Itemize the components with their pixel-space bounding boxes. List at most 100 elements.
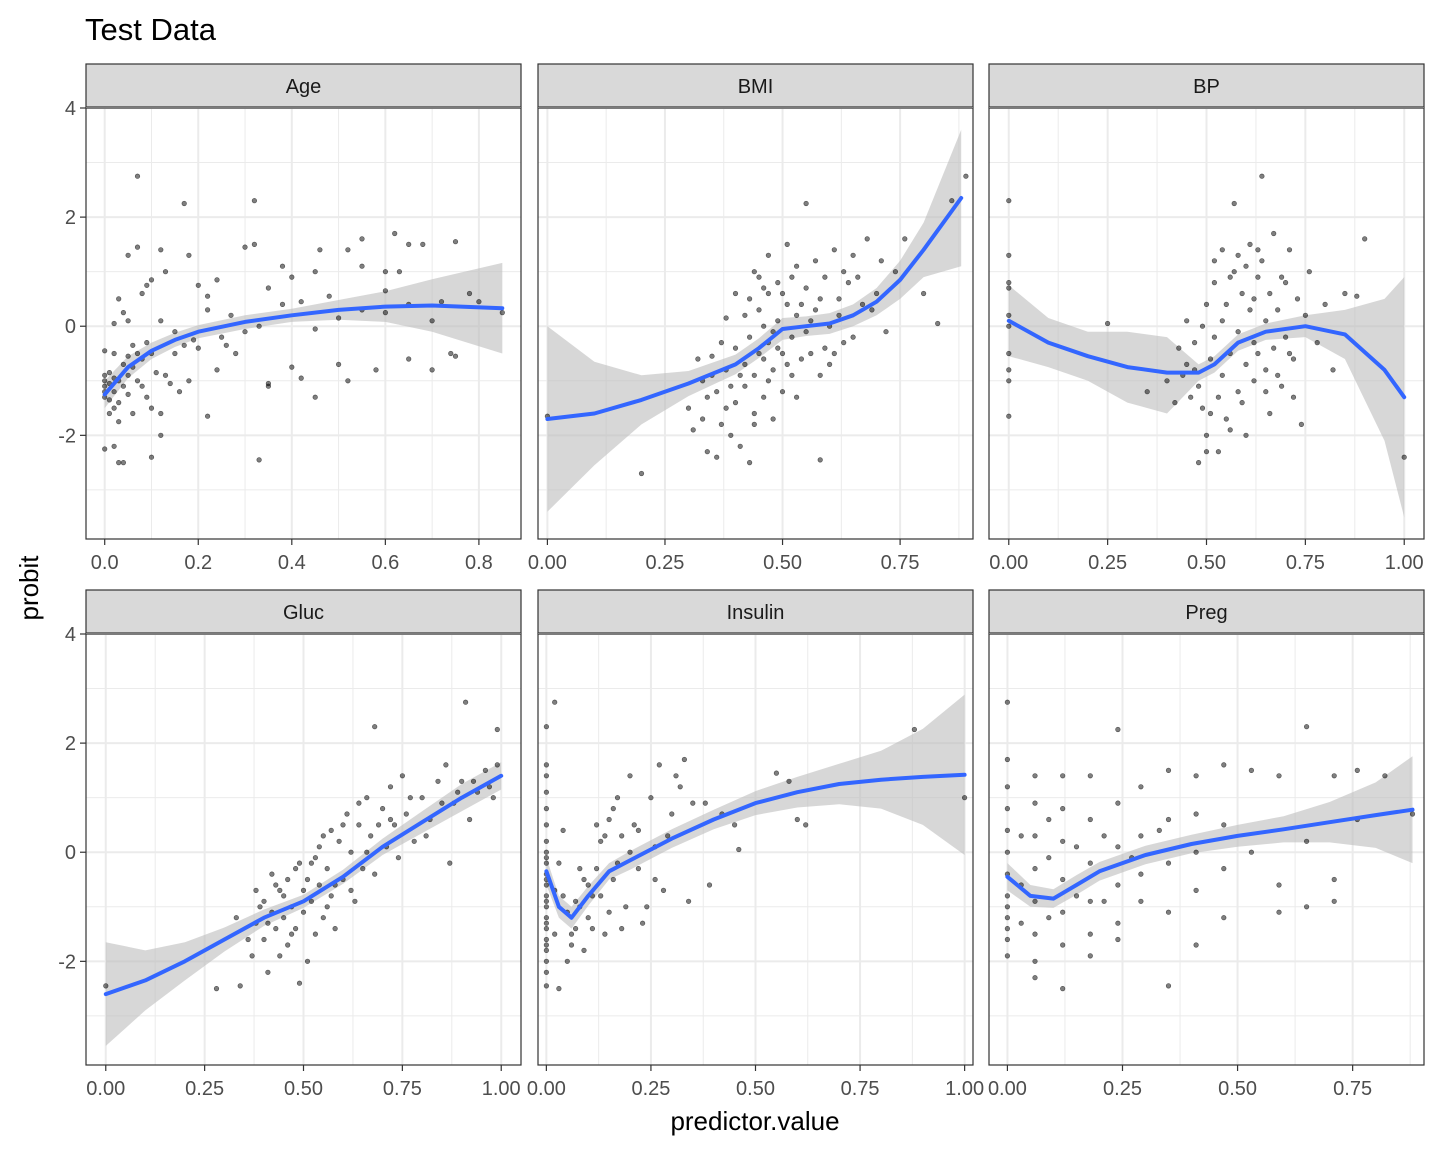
x-tick-label: 0.50 [1218, 1078, 1257, 1100]
data-point [1263, 389, 1269, 395]
data-point [372, 724, 378, 730]
data-point [803, 329, 809, 335]
strip-bp [988, 63, 1425, 108]
data-point [1286, 350, 1293, 357]
data-point [1032, 931, 1038, 937]
data-point [564, 958, 570, 964]
data-point [619, 833, 625, 839]
x-axis-title: predictor.value [670, 1106, 839, 1136]
data-point [543, 983, 550, 989]
data-point [1184, 318, 1190, 324]
x-tick-label: 0.8 [465, 552, 493, 574]
data-point [345, 247, 351, 253]
data-point [1156, 827, 1162, 834]
data-point [181, 200, 187, 207]
data-point [543, 958, 550, 964]
x-tick-label: 0.00 [527, 1078, 566, 1100]
data-point [1271, 230, 1277, 237]
data-point [257, 904, 263, 910]
data-point [423, 833, 429, 839]
data-point [1275, 372, 1281, 378]
data-point [709, 353, 715, 359]
strip-preg [988, 589, 1425, 634]
data-point [602, 833, 608, 839]
data-point [130, 342, 136, 348]
data-point [463, 699, 469, 705]
data-point [420, 241, 426, 247]
data-point [116, 419, 122, 425]
data-point [134, 378, 141, 384]
data-point [614, 795, 621, 801]
data-point [1004, 849, 1011, 855]
data-point [1193, 887, 1199, 894]
data-point [1248, 849, 1254, 855]
data-point [1239, 290, 1245, 297]
data-point [148, 405, 155, 411]
data-point [205, 293, 211, 299]
data-point [447, 860, 453, 866]
smooth-line-bmi [545, 196, 964, 421]
data-point [606, 816, 612, 823]
data-point [399, 773, 406, 779]
strip-label-insulin: Insulin [727, 602, 785, 624]
data-point [1006, 312, 1012, 318]
x-tick-label: 0.25 [631, 1078, 670, 1100]
data-point [543, 898, 550, 904]
panel-preg: Preg 0.00 0.25 0.50 0.75 [988, 589, 1425, 1100]
data-point [1255, 350, 1261, 357]
data-point [1115, 936, 1121, 943]
data-point [364, 849, 370, 855]
data-point [116, 400, 122, 406]
data-point [1004, 893, 1011, 899]
data-point [242, 244, 248, 250]
data-point [736, 846, 742, 853]
data-point [1409, 811, 1416, 817]
data-point [822, 274, 828, 280]
data-point [1032, 773, 1038, 779]
x-tick-label: 0.50 [284, 1078, 323, 1100]
data-point [1382, 773, 1388, 779]
data-point [139, 290, 145, 297]
panel-border-age [85, 107, 522, 540]
data-point [1165, 860, 1172, 866]
data-point [543, 893, 550, 899]
data-point [1235, 389, 1241, 395]
data-point [312, 931, 319, 937]
data-point [639, 920, 646, 926]
data-point [543, 855, 550, 861]
data-point [102, 372, 108, 378]
data-point [144, 340, 150, 346]
data-point [619, 925, 625, 932]
data-point [1087, 953, 1093, 959]
data-point [382, 269, 389, 275]
data-point [111, 443, 117, 449]
data-point [316, 882, 322, 888]
data-point [1276, 909, 1282, 915]
data-point [120, 310, 126, 316]
data-point [627, 849, 633, 855]
data-point [817, 296, 823, 302]
data-point [1330, 367, 1336, 373]
data-point [324, 904, 330, 910]
x-tick-label: 0.25 [1088, 552, 1127, 574]
data-point [1004, 756, 1011, 763]
data-point [125, 353, 131, 359]
confidence-ribbon-insulin [546, 694, 965, 929]
data-point [732, 290, 739, 297]
data-point [312, 855, 319, 861]
data-point [543, 942, 550, 948]
data-point [455, 789, 461, 795]
x-tick-label: 0.75 [1286, 552, 1325, 574]
smooth-line-bp [1006, 318, 1407, 400]
data-point [1239, 400, 1245, 406]
data-point [380, 805, 386, 812]
data-point [1267, 290, 1273, 297]
data-point [1227, 274, 1233, 280]
data-point [598, 893, 604, 899]
data-point [589, 925, 596, 932]
data-point [490, 795, 496, 801]
data-point [660, 887, 667, 894]
y-tick-label: 4 [65, 98, 76, 120]
strip-insulin [537, 589, 974, 634]
data-point [205, 307, 211, 313]
